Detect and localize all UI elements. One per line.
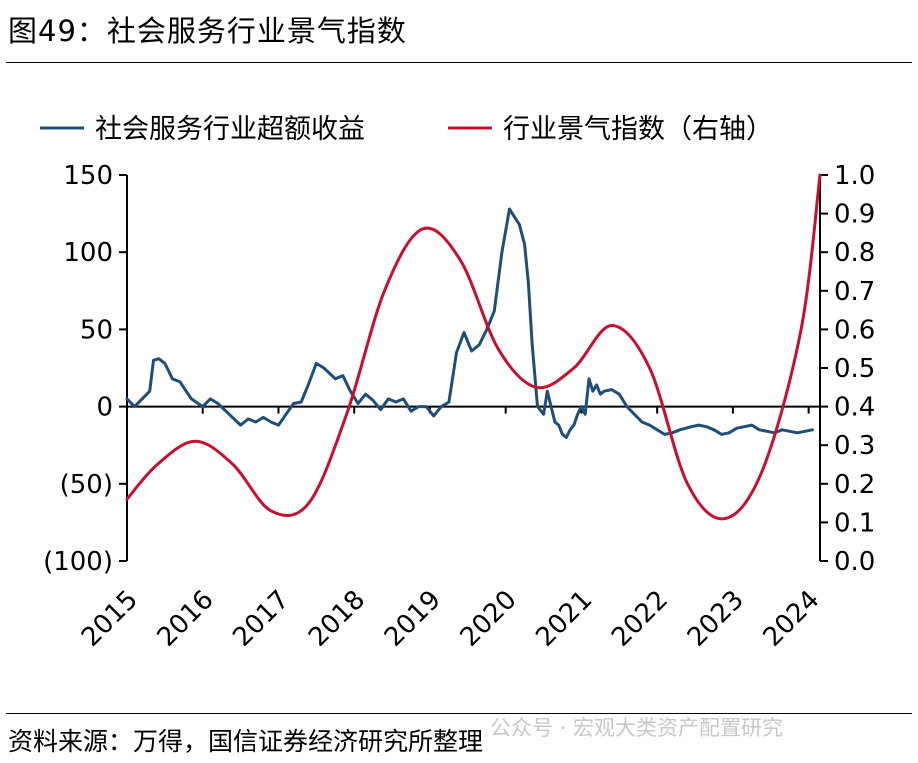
right-tick-label: 0.5 (834, 354, 875, 384)
x-tick-label: 2023 (682, 585, 750, 653)
right-tick-label: 1.0 (834, 161, 875, 191)
x-tick-label: 2018 (303, 585, 371, 653)
chart-title: 图49：社会服务行业景气指数 (8, 14, 407, 48)
watermark: 公众号 · 宏观大类资产配置研究 (490, 716, 784, 740)
left-tick-label: 0 (96, 393, 113, 423)
left-tick-label: 50 (80, 315, 113, 345)
x-tick-label: 2019 (379, 585, 447, 653)
x-tick-label: 2017 (227, 585, 295, 653)
legend-label-excess: 社会服务行业超额收益 (95, 114, 365, 145)
right-tick-label: 0.3 (834, 431, 875, 461)
footer-rule (6, 713, 912, 714)
axes-layer: 150 100 50 0 (50) (100) 1.0 0.9 0.8 0.7 0.6 0.5 0.4 0… (43, 161, 875, 653)
x-tick-label: 2020 (455, 585, 523, 653)
x-tick-label: 2021 (530, 585, 598, 653)
series-line-prosperity-index (125, 173, 822, 521)
left-tick-label: (100) (43, 547, 113, 577)
series-line-excess-return (125, 207, 814, 439)
right-tick-label: 0.8 (834, 238, 875, 268)
x-tick-label: 2016 (152, 585, 220, 653)
legend: 社会服务行业超额收益 行业景气指数（右轴） (40, 114, 773, 145)
right-tick-label: 0.7 (834, 277, 875, 307)
right-tick-label: 0.9 (834, 200, 875, 230)
legend-label-prosperity: 行业景气指数（右轴） (503, 114, 773, 145)
left-tick-label: 100 (63, 238, 113, 268)
title-rule (6, 62, 912, 63)
source-note: 资料来源：万得，国信证券经济研究所整理 (8, 727, 484, 756)
left-tick-label: (50) (60, 470, 113, 500)
x-tick-label: 2015 (76, 585, 144, 653)
right-tick-label: 0.6 (834, 315, 875, 345)
right-tick-label: 0.4 (834, 393, 875, 423)
right-tick-label: 0.1 (834, 508, 875, 538)
left-tick-label: 150 (63, 161, 113, 191)
right-tick-label: 0.0 (834, 547, 875, 577)
x-tick-label: 2024 (758, 585, 826, 653)
x-tick-label: 2022 (606, 585, 674, 653)
series-layer (125, 173, 822, 521)
chart-area: 150 100 50 0 (50) (100) 1.0 0.9 0.8 0.7 0.6 0.5 0.4 0… (40, 114, 875, 653)
right-tick-label: 0.2 (834, 470, 875, 500)
